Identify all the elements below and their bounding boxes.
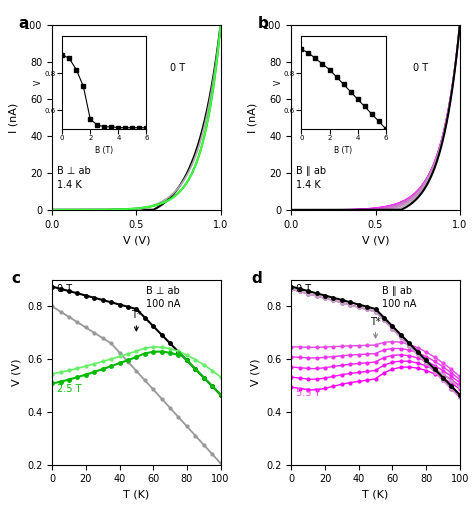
Text: 2.5 T: 2.5 T	[79, 100, 104, 110]
X-axis label: T (K): T (K)	[363, 490, 389, 500]
Text: B ⊥ ab
100 nA: B ⊥ ab 100 nA	[146, 285, 181, 309]
Text: B ∥ ab
100 nA: B ∥ ab 100 nA	[383, 285, 417, 309]
X-axis label: T (K): T (K)	[123, 490, 149, 500]
Y-axis label: V (V): V (V)	[11, 359, 21, 386]
Text: b: b	[258, 16, 268, 31]
Text: 5.5 T: 5.5 T	[296, 388, 321, 398]
X-axis label: V (V): V (V)	[362, 235, 389, 245]
Text: 0 T: 0 T	[57, 284, 73, 294]
Text: a: a	[18, 16, 29, 31]
Y-axis label: V (V): V (V)	[251, 359, 261, 386]
Text: B ∥ ab
1.4 K: B ∥ ab 1.4 K	[296, 167, 327, 190]
X-axis label: V (V): V (V)	[123, 235, 150, 245]
Text: 0 T: 0 T	[412, 64, 428, 73]
Text: 2.5 T: 2.5 T	[57, 384, 82, 394]
Text: d: d	[251, 271, 262, 286]
Text: 0 T: 0 T	[296, 284, 311, 294]
Y-axis label: I (nA): I (nA)	[9, 103, 18, 133]
Text: 5.5 T: 5.5 T	[318, 100, 343, 110]
Text: 0 T: 0 T	[170, 64, 185, 73]
Text: B ⊥ ab
1.4 K: B ⊥ ab 1.4 K	[57, 167, 91, 190]
Text: T*: T*	[370, 317, 381, 338]
Text: c: c	[12, 271, 21, 286]
Text: T*: T*	[131, 310, 142, 331]
Y-axis label: I (nA): I (nA)	[248, 103, 258, 133]
